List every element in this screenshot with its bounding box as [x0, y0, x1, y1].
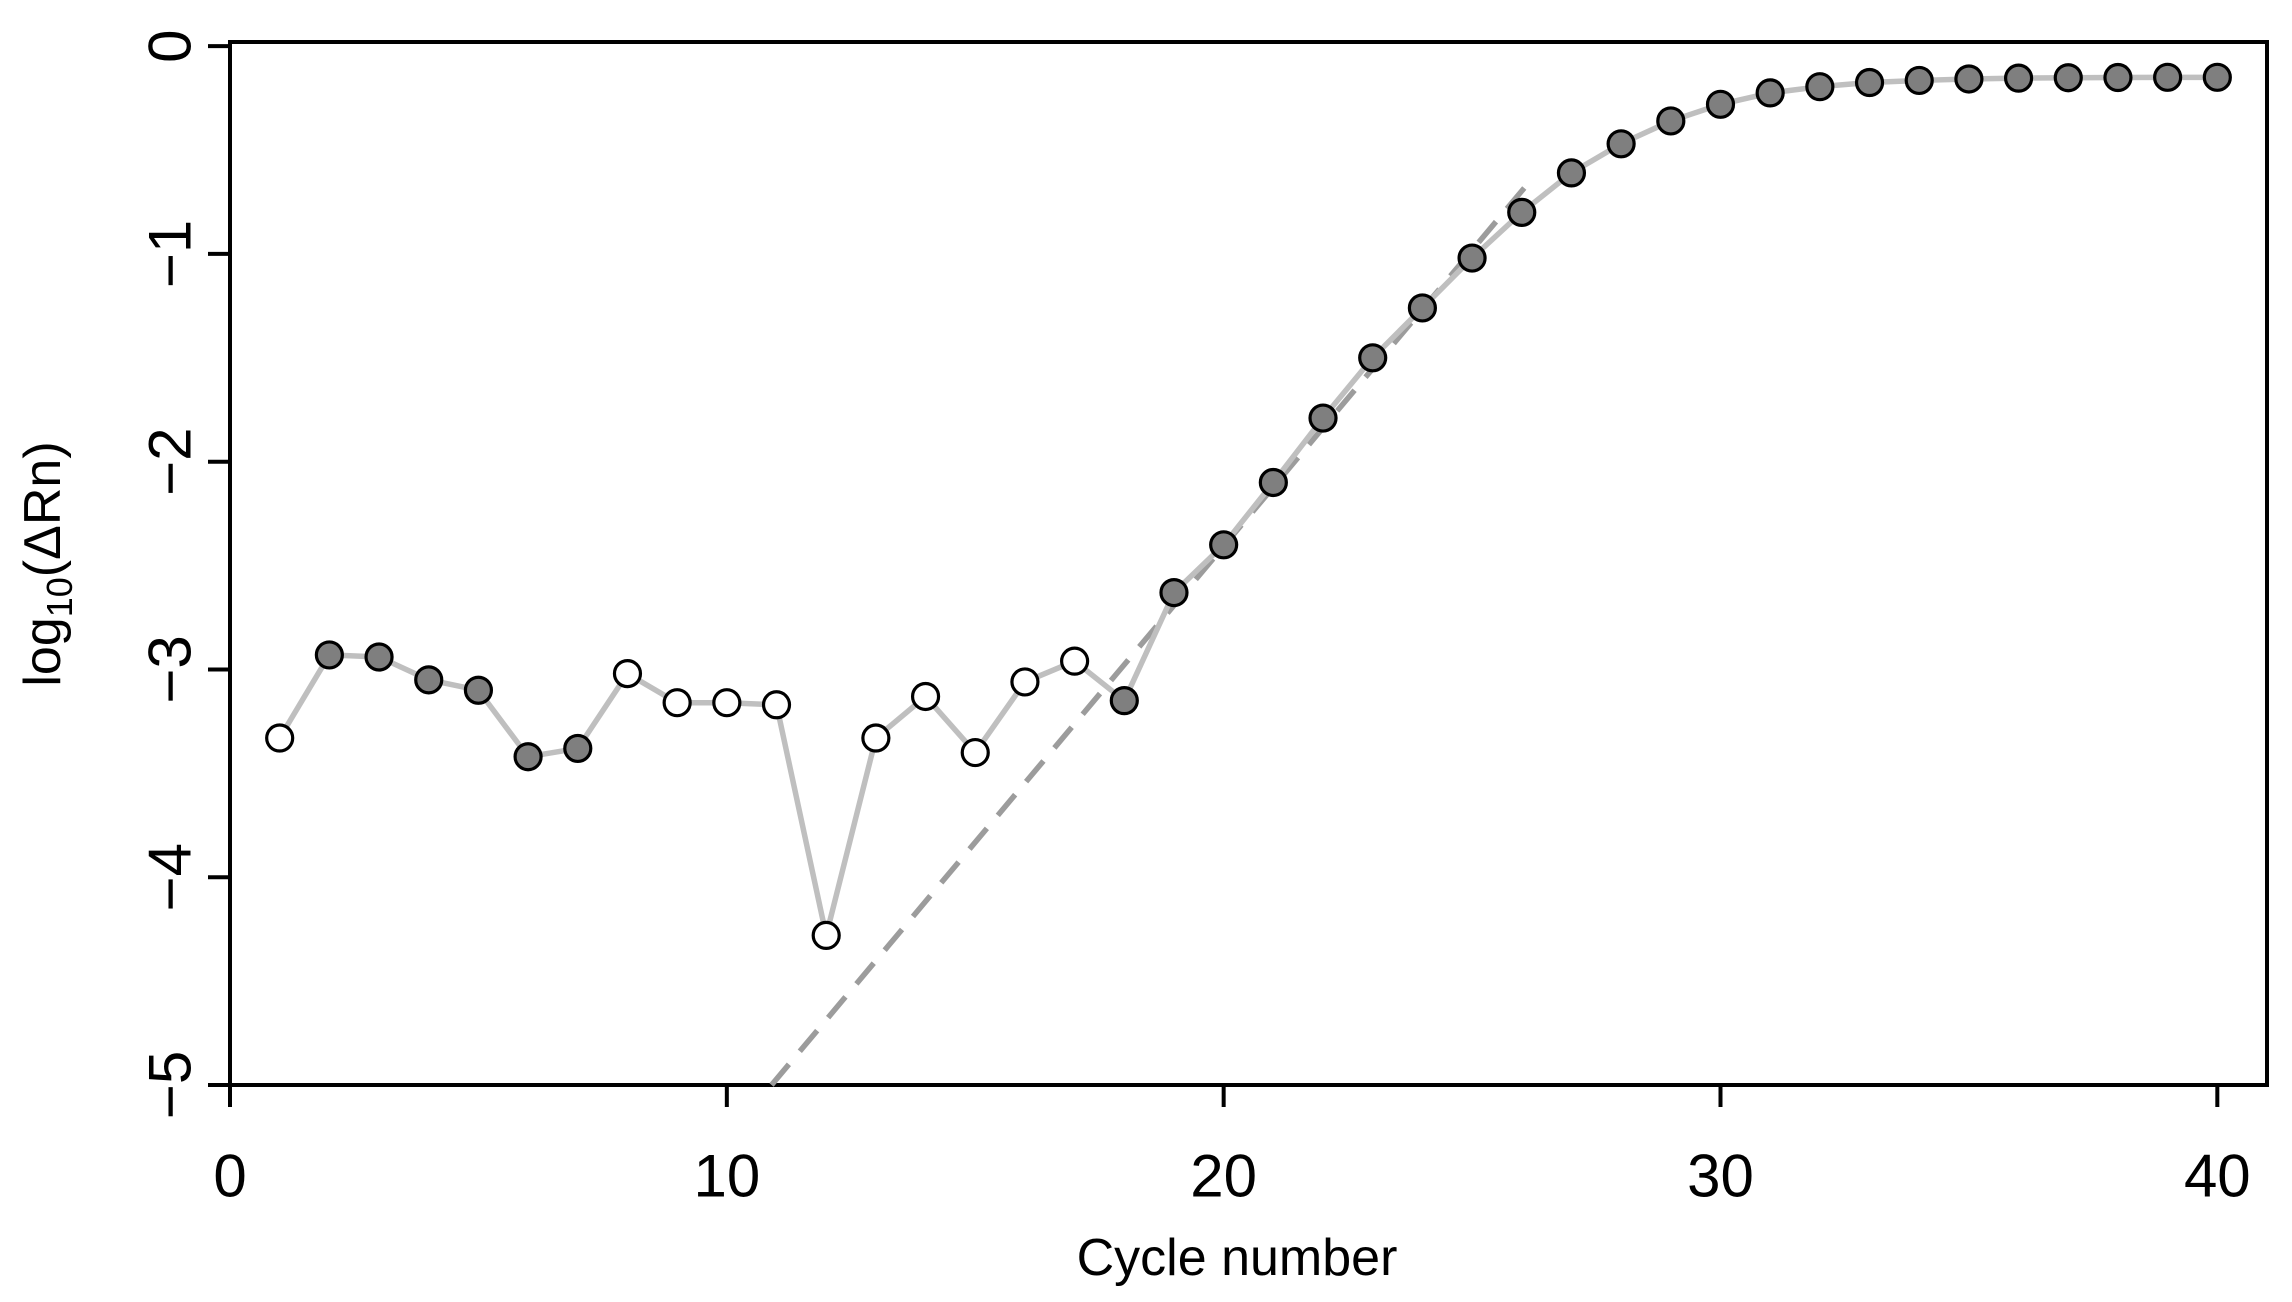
- filled-data-point-cycle-36: [2003, 63, 2034, 93]
- x-tick-label-30: 30: [1687, 1143, 1754, 1210]
- filled-data-point-cycle-31: [1755, 78, 1785, 108]
- filled-data-point-cycle-2: [314, 640, 344, 670]
- y-axis-ticks: [208, 44, 230, 1087]
- filled-data-point-cycle-26: [1507, 197, 1537, 227]
- open-data-point-cycle-12: [811, 920, 841, 951]
- amplification-curve: [276, 74, 2221, 939]
- filled-data-point-cycle-19: [1159, 577, 1189, 608]
- x-axis-title: Cycle number: [1077, 1229, 1398, 1287]
- open-data-point-cycle-8: [612, 659, 643, 689]
- x-tick-label-0: 0: [213, 1143, 246, 1210]
- x-axis-tick-labels: 0 10 20 30 40: [213, 1143, 2250, 1210]
- filled-data-point-cycle-30: [1705, 89, 1736, 119]
- plot-border: [228, 40, 2269, 1087]
- filled-data-point-cycle-22: [1308, 403, 1338, 433]
- exponential-fit-dashed-line: [769, 177, 1534, 1087]
- y-tick-label--1: −1: [137, 220, 204, 288]
- x-tick-label-20: 20: [1190, 1143, 1257, 1210]
- y-tick-label--5: −5: [137, 1051, 204, 1119]
- filled-data-point-cycle-33: [1854, 67, 1885, 98]
- open-data-point-cycle-14: [910, 681, 941, 712]
- filled-data-point-cycle-23: [1358, 343, 1388, 373]
- filled-data-point-cycle-29: [1656, 106, 1686, 136]
- data-points-layer: [265, 62, 2232, 951]
- x-tick-label-40: 40: [2184, 1143, 2251, 1210]
- filled-data-point-cycle-7: [563, 733, 593, 764]
- filled-data-point-cycle-39: [2153, 62, 2183, 92]
- x-tick-label-10: 10: [693, 1143, 760, 1210]
- y-tick-label--3: −3: [137, 635, 204, 703]
- filled-data-point-cycle-38: [2103, 62, 2133, 93]
- filled-data-point-cycle-28: [1606, 129, 1636, 159]
- filled-data-point-cycle-32: [1805, 72, 1835, 102]
- y-axis-title: log10(ΔRn): [14, 441, 80, 686]
- y-axis-tick-labels: 0 −1 −2 −3 −4 −5: [137, 29, 204, 1119]
- trend-line-layer: [769, 177, 1534, 1087]
- open-data-point-cycle-11: [761, 690, 792, 720]
- filled-data-point-cycle-40: [2202, 62, 2232, 92]
- open-data-point-cycle-13: [861, 723, 891, 753]
- open-data-point-cycle-17: [1060, 646, 1090, 676]
- open-data-point-cycle-16: [1010, 667, 1040, 697]
- filled-data-point-cycle-35: [1954, 64, 1984, 94]
- x-axis-ticks: [228, 1085, 2220, 1107]
- open-data-point-cycle-15: [960, 737, 990, 768]
- open-data-point-cycle-1: [265, 723, 295, 753]
- filled-data-point-cycle-34: [1904, 65, 1934, 96]
- filled-data-point-cycle-27: [1556, 158, 1587, 188]
- filled-data-point-cycle-37: [2053, 63, 2083, 93]
- filled-data-point-cycle-5: [463, 675, 494, 705]
- open-data-point-cycle-10: [712, 688, 742, 718]
- filled-data-point-cycle-3: [364, 642, 394, 672]
- filled-data-point-cycle-4: [414, 665, 444, 695]
- amplification-curve-layer: [276, 74, 2221, 939]
- open-data-point-cycle-9: [662, 688, 692, 718]
- y-tick-label-0: 0: [137, 29, 204, 62]
- filled-data-point-cycle-24: [1407, 293, 1437, 323]
- filled-data-point-cycle-6: [513, 742, 543, 772]
- filled-data-point-cycle-21: [1258, 467, 1288, 498]
- y-tick-label--2: −2: [137, 427, 204, 495]
- y-tick-label--4: −4: [137, 843, 204, 911]
- filled-data-point-cycle-20: [1209, 530, 1239, 560]
- filled-data-point-cycle-25: [1457, 243, 1487, 273]
- filled-data-point-cycle-18: [1109, 686, 1139, 716]
